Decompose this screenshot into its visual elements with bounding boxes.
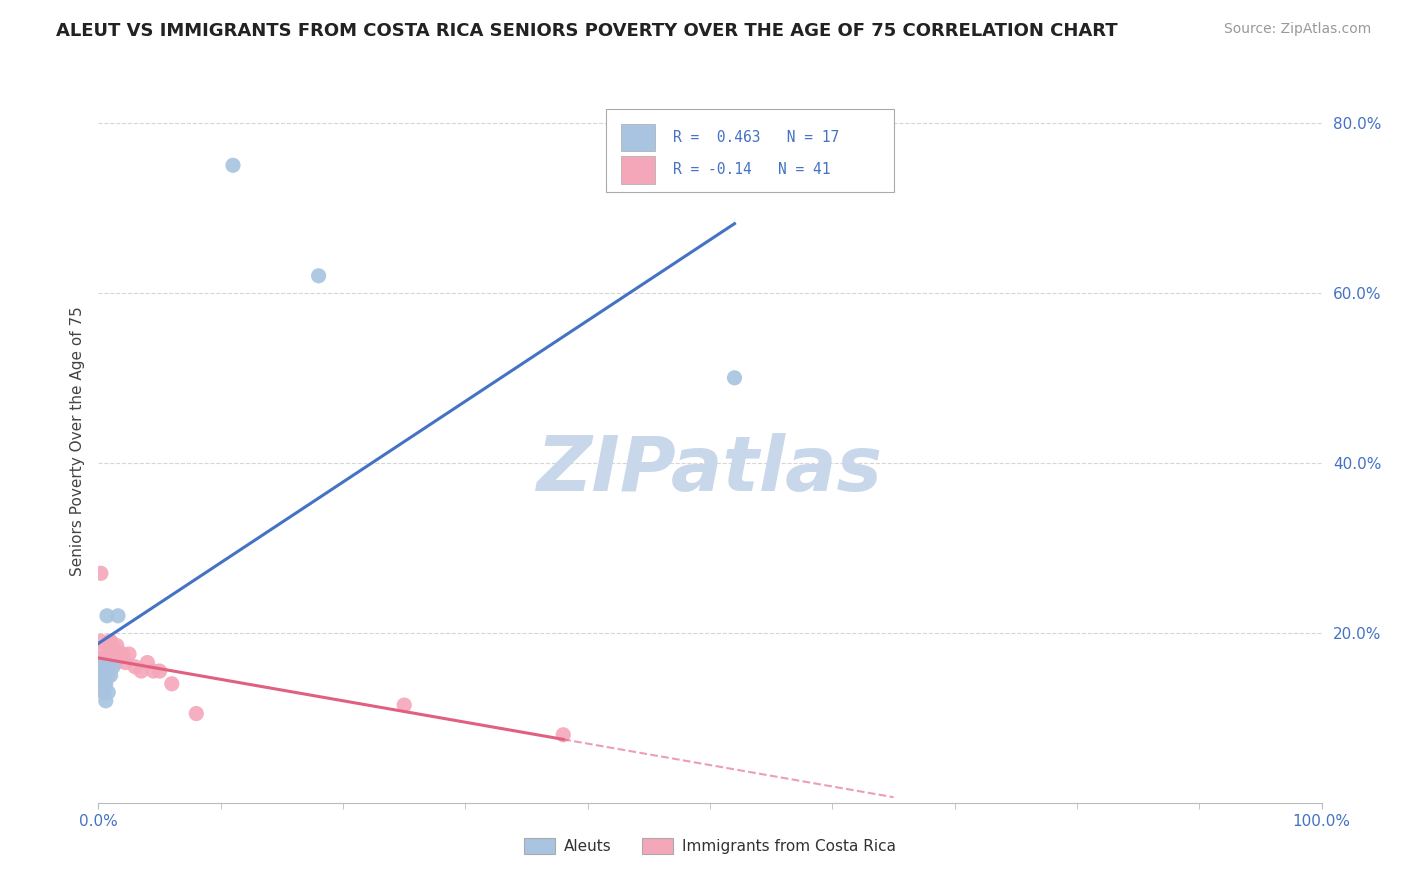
Point [136, 656, 159, 670]
Point [93, 664, 115, 678]
FancyBboxPatch shape [620, 156, 655, 184]
Point [93, 673, 115, 687]
Point [110, 647, 132, 661]
Point [101, 660, 124, 674]
Point [100, 634, 122, 648]
Point [392, 698, 416, 712]
Text: R = -0.14   N = 41: R = -0.14 N = 41 [673, 162, 831, 178]
Point [93, 656, 115, 670]
Point [100, 668, 122, 682]
Point [89, 651, 111, 665]
Point [104, 656, 127, 670]
Point [723, 371, 745, 385]
Point [96, 664, 118, 678]
Point [91, 677, 114, 691]
Point [97, 656, 120, 670]
Point [97, 668, 120, 682]
Point [93, 668, 115, 682]
Point [124, 660, 146, 674]
Point [101, 642, 124, 657]
Point [94, 677, 117, 691]
Point [107, 608, 129, 623]
Point [107, 647, 129, 661]
Point [186, 706, 208, 721]
Point [105, 639, 128, 653]
Point [91, 660, 114, 674]
FancyBboxPatch shape [606, 109, 893, 193]
Text: ALEUT VS IMMIGRANTS FROM COSTA RICA SENIORS POVERTY OVER THE AGE OF 75 CORRELATI: ALEUT VS IMMIGRANTS FROM COSTA RICA SENI… [56, 22, 1118, 40]
Point [94, 656, 117, 670]
Point [142, 664, 165, 678]
Point [91, 642, 114, 657]
Point [91, 673, 114, 687]
Point [90, 566, 112, 581]
Point [103, 642, 125, 657]
Point [91, 656, 114, 670]
Point [118, 647, 141, 661]
Text: Source: ZipAtlas.com: Source: ZipAtlas.com [1223, 22, 1371, 37]
Point [111, 647, 134, 661]
Point [96, 656, 118, 670]
Point [97, 685, 120, 699]
Point [149, 664, 172, 678]
Point [222, 158, 245, 172]
FancyBboxPatch shape [620, 124, 655, 151]
Point [94, 694, 117, 708]
Point [94, 660, 117, 674]
Point [553, 728, 575, 742]
Point [98, 642, 121, 657]
Point [96, 660, 118, 674]
Point [160, 677, 183, 691]
Point [114, 656, 136, 670]
Legend: Aleuts, Immigrants from Costa Rica: Aleuts, Immigrants from Costa Rica [517, 832, 903, 860]
Text: R =  0.463   N = 17: R = 0.463 N = 17 [673, 130, 839, 145]
Point [93, 685, 115, 699]
Point [101, 651, 124, 665]
Point [100, 651, 122, 665]
Point [91, 668, 114, 682]
Point [98, 634, 121, 648]
Point [94, 673, 117, 687]
Point [308, 268, 330, 283]
Point [91, 664, 114, 678]
Point [129, 664, 152, 678]
Point [91, 685, 114, 699]
Text: ZIPatlas: ZIPatlas [537, 434, 883, 508]
Point [90, 634, 112, 648]
Point [96, 608, 118, 623]
Point [93, 677, 115, 691]
Y-axis label: Seniors Poverty Over the Age of 75: Seniors Poverty Over the Age of 75 [69, 307, 84, 576]
